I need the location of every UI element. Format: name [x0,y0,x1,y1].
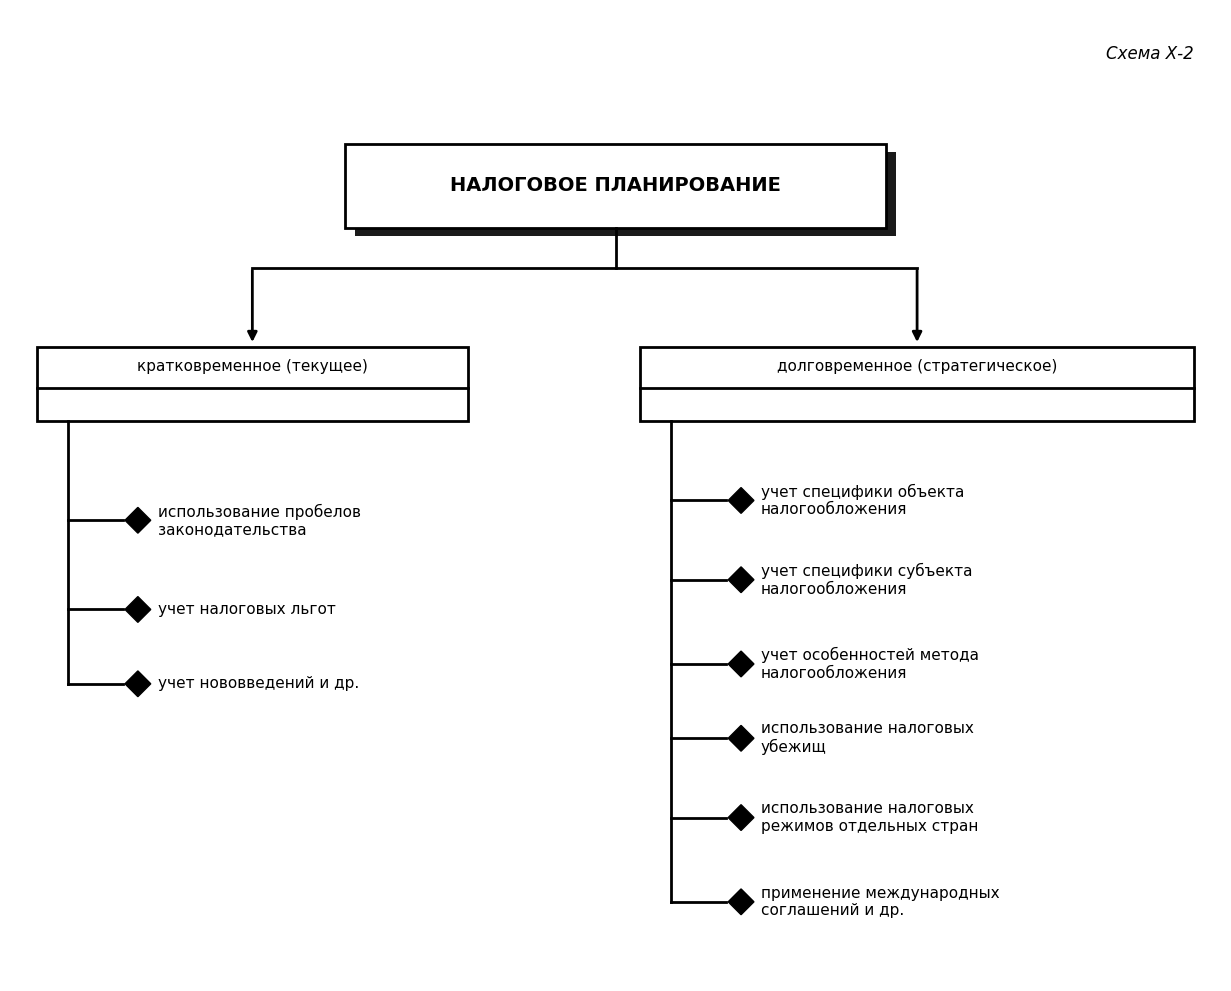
Bar [640,347,1194,421]
Bar [37,347,468,421]
Polygon shape [729,567,753,593]
Polygon shape [126,507,150,533]
Bar [355,152,896,236]
Text: учет специфики субъекта
налогообложения: учет специфики субъекта налогообложения [761,563,972,597]
Text: Схема Х-2: Схема Х-2 [1107,45,1194,62]
Text: долговременное (стратегическое): долговременное (стратегическое) [777,360,1057,375]
Polygon shape [126,671,150,697]
Text: учет особенностей метода
налогообложения: учет особенностей метода налогообложения [761,647,979,681]
Polygon shape [729,805,753,830]
Text: использование налоговых
режимов отдельных стран: использование налоговых режимов отдельны… [761,802,979,833]
Text: кратковременное (текущее): кратковременное (текущее) [137,360,368,375]
Polygon shape [729,889,753,915]
Polygon shape [729,488,753,513]
Polygon shape [729,725,753,751]
Text: учет специфики объекта
налогообложения: учет специфики объекта налогообложения [761,484,964,517]
Text: использование налоговых
убежищ: использование налоговых убежищ [761,721,974,755]
Text: применение международных
соглашений и др.: применение международных соглашений и др… [761,886,1000,918]
Polygon shape [729,651,753,677]
Text: учет нововведений и др.: учет нововведений и др. [158,676,358,692]
Text: НАЛОГОВОЕ ПЛАНИРОВАНИЕ: НАЛОГОВОЕ ПЛАНИРОВАНИЕ [451,176,780,195]
Text: учет налоговых льгот: учет налоговых льгот [158,602,335,617]
Text: использование пробелов
законодательства: использование пробелов законодательства [158,503,361,537]
Polygon shape [126,597,150,622]
Bar [345,144,886,228]
